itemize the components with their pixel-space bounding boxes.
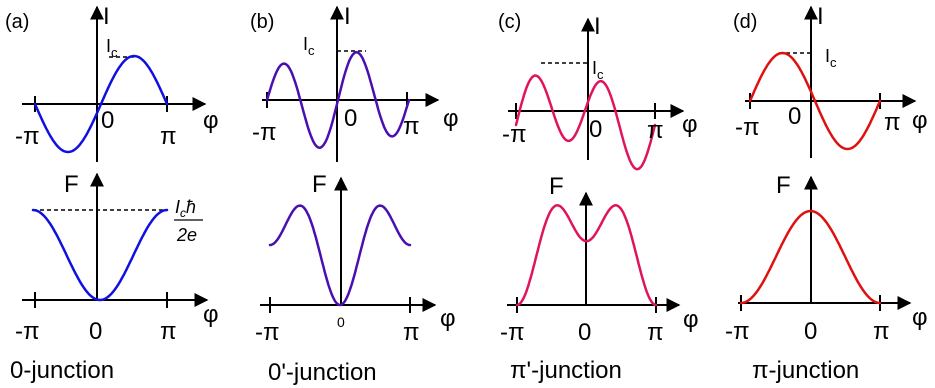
panel-d-current-axis-label: I bbox=[817, 3, 824, 30]
panel-a: (a) I Ic φ -π π 0 F Icħ 2e φ -π π 0 0-ju… bbox=[5, 3, 219, 384]
panel-c-current-axis-label: I bbox=[594, 13, 601, 40]
panel-c-neg-pi-label: -π bbox=[502, 121, 527, 148]
panel-a-phase-axis-bottom-label: φ bbox=[203, 301, 219, 328]
panel-a-phase-axis-label: φ bbox=[203, 107, 219, 134]
panel-b-critical-label: Ic bbox=[303, 34, 315, 58]
panel-d-current-curve bbox=[748, 51, 882, 151]
panel-c-phase-axis-bottom-label: φ bbox=[683, 306, 699, 333]
panel-c-energy-axis-label: F bbox=[549, 173, 564, 200]
panel-d-pi-label: π bbox=[884, 109, 901, 136]
panel-b-current-axis-label: I bbox=[344, 3, 351, 30]
panel-c-current-curve bbox=[514, 74, 657, 171]
panel-d-label: (d) bbox=[733, 11, 757, 33]
panel-d: (d) I Ic φ -π π 0 F φ -π π 0 π-junction bbox=[725, 3, 928, 384]
panel-d-energy-axis-label: F bbox=[776, 172, 791, 199]
panel-b-zero-top: 0 bbox=[344, 105, 357, 132]
panel-c-caption: π'-junction bbox=[510, 357, 622, 384]
panel-d-critical-label: Ic bbox=[825, 46, 837, 70]
panel-c-phase-axis-label: φ bbox=[682, 111, 698, 138]
panel-d-caption: π-junction bbox=[752, 357, 859, 384]
panel-d-phase-axis-label: φ bbox=[912, 107, 928, 134]
panel-b: (b) I Ic φ -π π 0 F φ -π π 0 0'-junction bbox=[250, 3, 459, 386]
panel-a-label: (a) bbox=[5, 11, 29, 33]
panel-c-zero-bottom: 0 bbox=[578, 319, 591, 346]
panel-b-energy-curve bbox=[268, 204, 412, 307]
panel-c-zero-top: 0 bbox=[589, 116, 602, 143]
panel-c-energy-curve bbox=[515, 204, 658, 307]
panel-b-label: (b) bbox=[250, 11, 274, 33]
panel-a-pi-bottom-label: π bbox=[160, 318, 177, 345]
panel-a-energy-denominator: 2e bbox=[176, 225, 197, 245]
panel-b-phase-axis-bottom-label: φ bbox=[440, 305, 456, 332]
panel-b-caption: 0'-junction bbox=[268, 359, 377, 386]
panel-c-label: (c) bbox=[498, 11, 521, 33]
panel-d-phase-axis-bottom-label: φ bbox=[912, 304, 928, 331]
panel-b-neg-pi-label: -π bbox=[252, 119, 277, 146]
panel-c-pi-label: π bbox=[647, 117, 664, 144]
panel-a-zero-top: 0 bbox=[101, 107, 114, 134]
panel-b-energy-axis-label: F bbox=[312, 171, 327, 198]
panel-c: (c) I Ic φ -π π 0 F φ -π π 0 π'-junction bbox=[498, 11, 699, 384]
panel-a-current-curve bbox=[33, 54, 169, 154]
panel-b-neg-pi-bottom-label: -π bbox=[255, 319, 280, 346]
panel-a-energy-axis-label: F bbox=[64, 171, 79, 198]
panel-a-pi-label: π bbox=[160, 123, 177, 150]
panel-d-energy-curve bbox=[739, 209, 882, 305]
panel-a-energy-numerator: Icħ bbox=[175, 197, 196, 220]
panel-b-phase-axis-label: φ bbox=[443, 105, 459, 132]
panel-b-zero-bottom: 0 bbox=[337, 314, 345, 330]
panel-a-current-axis-label: I bbox=[103, 3, 110, 30]
panel-a-zero-bottom: 0 bbox=[89, 318, 102, 345]
panel-c-pi-bottom-label: π bbox=[647, 319, 664, 346]
panel-d-neg-pi-bottom-label: -π bbox=[725, 318, 750, 345]
panel-c-critical-label: Ic bbox=[592, 58, 604, 82]
panel-b-current-curve bbox=[265, 51, 411, 149]
panel-d-zero-bottom: 0 bbox=[804, 318, 817, 345]
panel-b-pi-bottom-label: π bbox=[403, 319, 420, 346]
panel-d-zero-top: 0 bbox=[788, 103, 801, 130]
panel-c-neg-pi-bottom-label: -π bbox=[500, 319, 525, 346]
panel-a-neg-pi-label: -π bbox=[15, 123, 40, 150]
panel-b-pi-label: π bbox=[403, 113, 420, 140]
panel-a-energy-curve bbox=[31, 208, 169, 302]
panel-a-neg-pi-bottom-label: -π bbox=[15, 318, 40, 345]
panel-a-caption: 0-junction bbox=[10, 357, 114, 384]
panel-d-pi-bottom-label: π bbox=[873, 318, 890, 345]
panel-a-critical-label: Ic bbox=[106, 36, 118, 60]
panel-d-neg-pi-label: -π bbox=[735, 114, 760, 141]
